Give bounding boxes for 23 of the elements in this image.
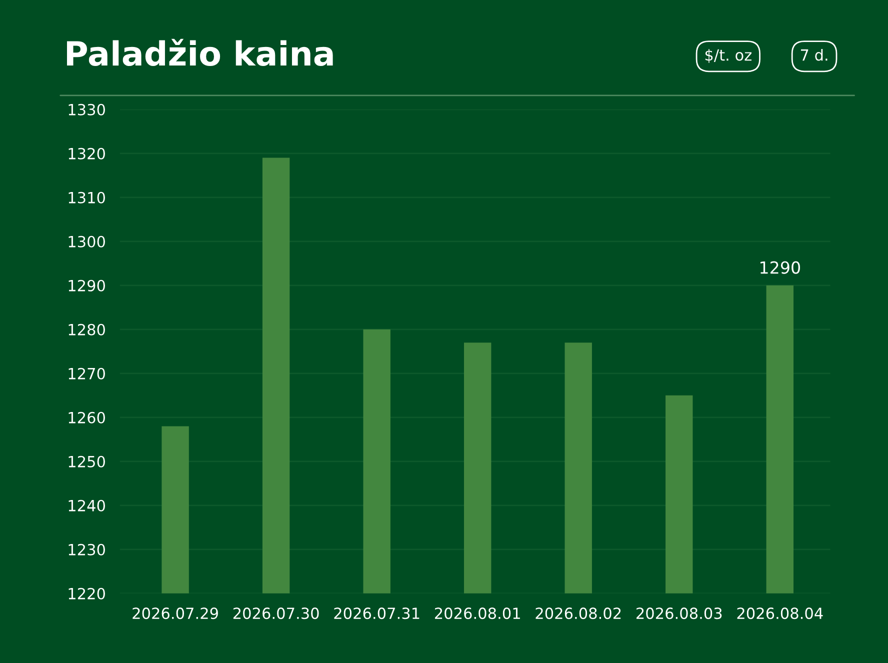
y-tick-label: 1330 [68,104,105,116]
data-label: 1290 [760,261,800,274]
x-tick-label: 2026.07.31 [334,608,420,620]
y-tick-label: 1320 [68,148,105,160]
y-tick-label: 1260 [68,412,105,424]
y-tick-label: 1240 [68,500,105,512]
y-tick-label: 1250 [68,456,105,468]
y-tick-label: 1270 [68,368,105,380]
text: $/t. oz [705,48,752,63]
x-tick-label: 2026.08.04 [737,608,823,620]
x-tick-label: 2026.08.03 [636,608,722,620]
y-tick-label: 1280 [68,324,105,336]
y-tick-label: 1230 [68,544,105,556]
x-tick-label: 2026.08.02 [536,608,621,620]
text: 7 d. [800,48,828,61]
x-tick-label: 2026.07.30 [233,608,319,620]
y-tick-label: 1220 [68,588,105,600]
x-tick-label: 2026.08.01 [434,608,520,620]
y-tick-label: 1290 [68,280,105,292]
y-tick-label: 1310 [68,192,105,204]
x-tick-label: 2026.07.29 [132,608,218,620]
y-tick-label: 1300 [68,236,105,248]
chart-title: Paladžio kaina [67,38,333,66]
